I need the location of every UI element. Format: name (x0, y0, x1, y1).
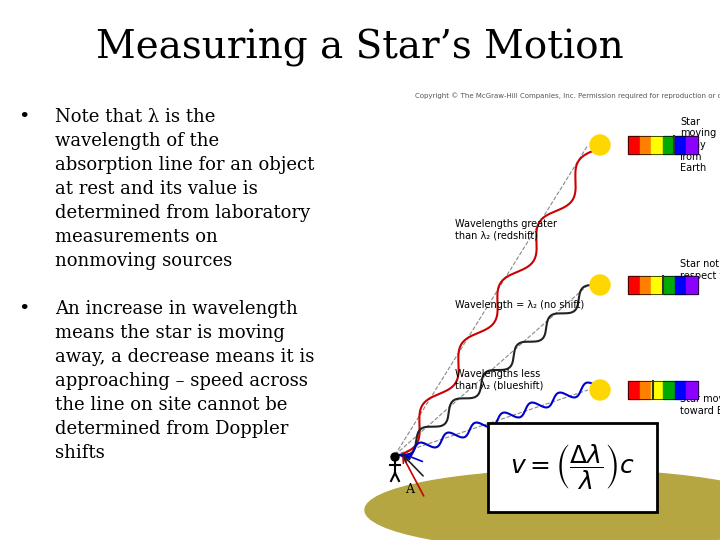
Text: An increase in wavelength: An increase in wavelength (55, 300, 298, 318)
Bar (663, 276, 675, 294)
Text: wavelength of the: wavelength of the (55, 132, 219, 150)
Text: shifts: shifts (55, 444, 104, 462)
Circle shape (391, 453, 399, 461)
Bar (652, 381, 663, 399)
FancyBboxPatch shape (488, 423, 657, 512)
Bar (663, 136, 675, 154)
Bar (628, 381, 698, 399)
Text: the line on site cannot be: the line on site cannot be (55, 396, 287, 414)
Text: away, a decrease means it is: away, a decrease means it is (55, 348, 315, 366)
Bar (628, 276, 698, 294)
Text: Wavelength = λ₂ (no shift): Wavelength = λ₂ (no shift) (455, 300, 584, 310)
Circle shape (590, 380, 610, 400)
Text: determined from Doppler: determined from Doppler (55, 420, 289, 438)
Text: •: • (18, 300, 30, 318)
Text: approaching – speed across: approaching – speed across (55, 372, 308, 390)
Text: Star moving
toward Earth: Star moving toward Earth (680, 394, 720, 416)
Text: Copyright © The McGraw-Hill Companies, Inc. Permission required for reproduction: Copyright © The McGraw-Hill Companies, I… (415, 92, 720, 99)
Bar (628, 381, 639, 399)
Text: determined from laboratory: determined from laboratory (55, 204, 310, 222)
Text: measurements on: measurements on (55, 228, 217, 246)
Text: Star moving away
from Earth: Star moving away from Earth (680, 117, 716, 173)
Bar (675, 276, 686, 294)
Bar (628, 136, 639, 154)
Text: nonmoving sources: nonmoving sources (55, 252, 233, 270)
Circle shape (590, 135, 610, 155)
Circle shape (590, 275, 610, 295)
Bar (652, 136, 663, 154)
Text: A: A (405, 483, 414, 496)
Text: •: • (18, 108, 30, 126)
Bar (686, 136, 698, 154)
Text: Note that λ is the: Note that λ is the (55, 108, 215, 126)
Text: Wavelengths less
than λ₂ (blueshift): Wavelengths less than λ₂ (blueshift) (455, 369, 544, 391)
Bar (686, 276, 698, 294)
Bar (675, 381, 686, 399)
Bar (639, 136, 652, 154)
Bar (663, 381, 675, 399)
Text: at rest and its value is: at rest and its value is (55, 180, 258, 198)
Text: Measuring a Star’s Motion: Measuring a Star’s Motion (96, 29, 624, 67)
Bar (652, 276, 663, 294)
Bar (639, 276, 652, 294)
Text: $v = \left(\dfrac{\Delta\lambda}{\lambda}\right)c$: $v = \left(\dfrac{\Delta\lambda}{\lambda… (510, 443, 635, 492)
Text: absorption line for an object: absorption line for an object (55, 156, 315, 174)
Text: means the star is moving: means the star is moving (55, 324, 285, 342)
Bar (686, 381, 698, 399)
Text: Wavelengths greater
than λ₂ (redshift): Wavelengths greater than λ₂ (redshift) (455, 219, 557, 241)
Bar (639, 381, 652, 399)
Ellipse shape (365, 470, 720, 540)
Bar (675, 136, 686, 154)
Text: Star not moving with
respect to Earth: Star not moving with respect to Earth (680, 259, 720, 281)
Bar (628, 276, 639, 294)
Bar (628, 136, 698, 154)
